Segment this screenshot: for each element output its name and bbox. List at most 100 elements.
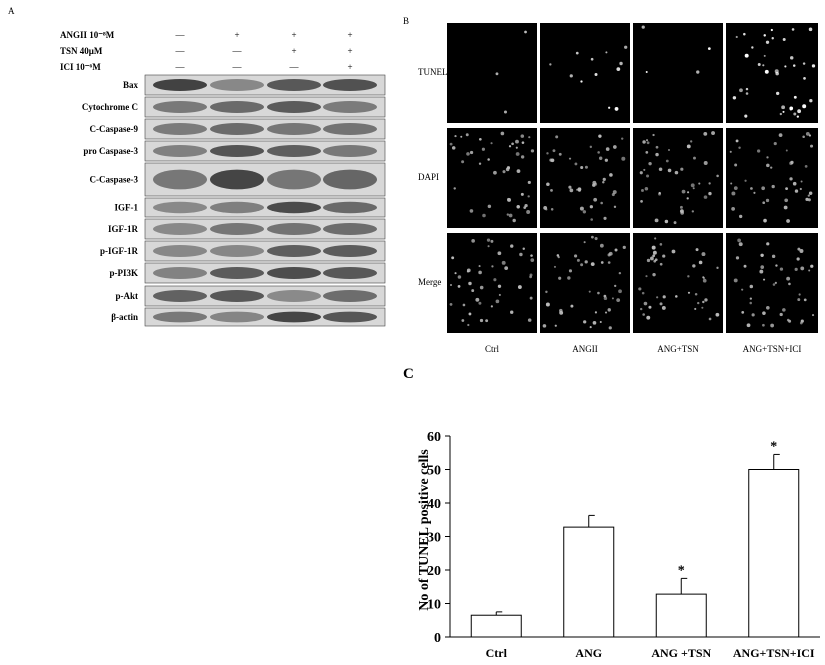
blot-band — [210, 101, 264, 113]
cell-dot — [782, 37, 786, 41]
blot-band — [210, 169, 264, 190]
cell-dot — [694, 307, 697, 311]
blot-band — [153, 245, 207, 257]
cell-dot — [686, 197, 689, 200]
cell-dot — [550, 188, 553, 192]
cell-dot — [772, 283, 776, 286]
cell-dot — [785, 149, 788, 152]
protein-label: Cytochrome C — [82, 102, 138, 112]
cell-dot — [529, 275, 532, 279]
cell-dot — [729, 150, 732, 153]
cell-dot — [526, 210, 531, 214]
blot-band — [267, 79, 321, 91]
treatment-sign: — — [289, 62, 300, 72]
x-tick-label: ANG +TSN — [651, 646, 711, 660]
cell-dot — [750, 187, 753, 190]
cell-dot — [614, 248, 618, 252]
cell-dot — [716, 174, 719, 178]
cell-dot — [500, 131, 505, 136]
cell-dot — [600, 201, 603, 205]
blot-strip — [144, 218, 386, 240]
cell-dot — [793, 112, 797, 116]
blot-band — [210, 223, 264, 235]
blot-band — [267, 223, 321, 235]
cell-dot — [567, 276, 571, 280]
cell-dot — [692, 187, 695, 190]
cell-dot — [744, 53, 749, 58]
cell-dot — [708, 191, 712, 196]
cell-dot — [716, 266, 719, 269]
cell-dot — [556, 254, 560, 257]
cell-dot — [467, 323, 470, 327]
cell-dot — [805, 197, 809, 202]
cell-dot — [738, 242, 743, 247]
cell-dot — [580, 80, 583, 83]
cell-dot — [807, 194, 810, 197]
blot-band — [267, 311, 321, 323]
blot-band — [210, 245, 264, 257]
cell-dot — [559, 308, 563, 313]
cell-dot — [738, 146, 741, 150]
cell-dot — [609, 173, 613, 177]
cell-dot — [487, 204, 492, 209]
cell-dot — [454, 272, 457, 275]
treatment-sign: — — [175, 62, 186, 72]
cell-dot — [800, 180, 803, 183]
cell-dot — [508, 145, 512, 148]
cell-dot — [764, 69, 769, 74]
blot-strip — [144, 240, 386, 262]
cell-dot — [761, 186, 766, 191]
blot-band — [267, 101, 321, 113]
cell-dot — [449, 302, 453, 306]
treatment-sign: — — [175, 46, 186, 56]
cell-dot — [608, 251, 613, 256]
significance-mark: * — [770, 439, 777, 454]
cell-dot — [462, 303, 466, 307]
cell-dot — [516, 169, 521, 173]
significance-mark: * — [678, 563, 685, 578]
cell-dot — [656, 296, 659, 299]
cell-dot — [733, 186, 738, 191]
blot-band — [323, 267, 377, 279]
cell-dot — [522, 247, 525, 250]
cell-dot — [569, 74, 573, 78]
cell-dot — [568, 185, 572, 189]
cell-dot — [478, 270, 482, 275]
cell-dot — [811, 64, 816, 68]
blot-band — [323, 145, 377, 157]
cell-dot — [739, 88, 743, 93]
cell-dot — [794, 189, 799, 193]
cell-dot — [616, 67, 621, 71]
cell-dot — [658, 167, 663, 172]
blot-band — [210, 311, 264, 323]
cell-dot — [789, 106, 794, 111]
cell-dot — [515, 152, 520, 156]
cell-dot — [471, 238, 475, 243]
cell-dot — [490, 142, 493, 145]
cell-dot — [529, 296, 533, 300]
cell-dot — [803, 77, 806, 80]
treatment-sign: — — [175, 30, 186, 40]
cell-dot — [808, 27, 813, 32]
cell-dot — [746, 323, 751, 328]
micrograph — [540, 23, 630, 123]
treatment-sign: + — [347, 46, 352, 56]
cell-dot — [574, 162, 578, 166]
treatment-sign: — — [232, 62, 243, 72]
cell-dot — [739, 214, 743, 219]
cell-dot — [763, 34, 766, 37]
cell-dot — [698, 260, 703, 265]
cell-dot — [651, 245, 656, 250]
blot-band — [153, 123, 207, 135]
y-tick-label: 40 — [427, 497, 441, 512]
cell-dot — [517, 285, 522, 289]
cell-dot — [658, 191, 661, 195]
cell-dot — [793, 64, 796, 67]
cell-dot — [789, 177, 793, 181]
cell-dot — [797, 247, 801, 251]
cell-dot — [545, 302, 550, 307]
cell-dot — [588, 290, 591, 293]
cell-dot — [590, 262, 595, 267]
cell-dot — [654, 237, 657, 240]
blot-band — [323, 169, 377, 190]
